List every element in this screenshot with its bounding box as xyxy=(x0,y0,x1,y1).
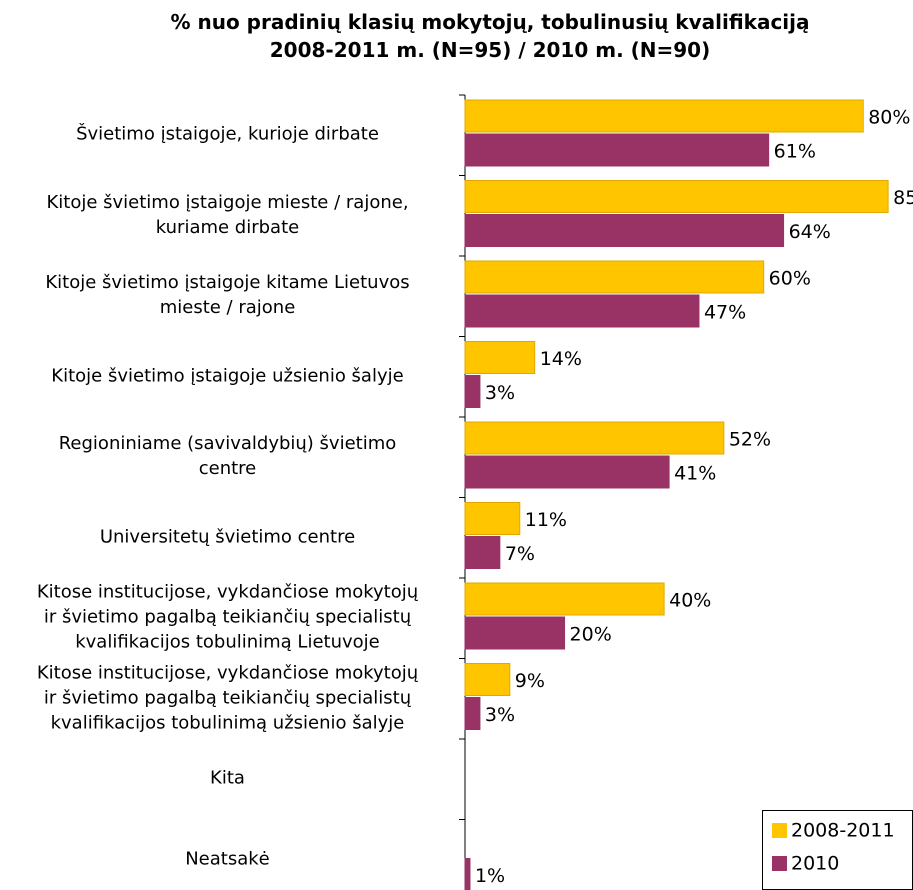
value-label: 80% xyxy=(868,107,910,129)
value-label: 20% xyxy=(570,624,612,646)
bar xyxy=(464,341,536,374)
value-label: 41% xyxy=(674,463,716,485)
legend-swatch xyxy=(772,823,787,838)
value-label: 60% xyxy=(769,268,811,290)
category-label: Kitoje švietimo įstaigoje kitame Lietuvo… xyxy=(45,272,410,318)
bar xyxy=(464,294,700,328)
value-label: 47% xyxy=(704,302,746,324)
category-label: Kitoje švietimo įstaigoje užsienio šalyj… xyxy=(51,365,404,386)
bar xyxy=(464,502,521,535)
bar xyxy=(464,375,481,408)
legend-label: 2010 xyxy=(791,853,839,875)
value-label: 64% xyxy=(789,221,831,243)
category-label: Kita xyxy=(210,767,245,789)
bar xyxy=(464,99,864,133)
category-label: Neatsakė xyxy=(185,848,270,869)
bar xyxy=(464,663,511,696)
value-label: 1% xyxy=(475,865,505,887)
value-label: 11% xyxy=(525,509,567,531)
category-label: Švietimo įstaigoje, kurioje dirbate xyxy=(76,123,379,145)
value-label: 3% xyxy=(485,704,515,726)
bar xyxy=(464,421,725,455)
bar xyxy=(464,180,889,213)
bar xyxy=(464,536,501,569)
value-label: 85% xyxy=(893,187,913,209)
bar xyxy=(464,616,566,650)
value-label: 52% xyxy=(729,429,771,451)
bar xyxy=(464,133,770,167)
value-label: 61% xyxy=(774,141,816,163)
category-label: Regioniniame (savivaldybių) švietimo cen… xyxy=(58,433,397,479)
category-label: Universitetų švietimo centre xyxy=(99,526,356,547)
value-label: 40% xyxy=(669,590,711,612)
bar xyxy=(464,455,670,489)
legend-box xyxy=(762,810,913,890)
category-label: Kitoje švietimo įstaigoje mieste / rajon… xyxy=(46,191,409,238)
value-label: 3% xyxy=(485,382,515,404)
bar xyxy=(464,260,765,294)
legend-label: 2008-2011 xyxy=(791,820,895,842)
bar xyxy=(464,214,785,247)
bar xyxy=(464,582,665,616)
value-label: 14% xyxy=(540,348,582,370)
value-label: 9% xyxy=(515,670,545,692)
category-label: Kitose institucijose, vykdančiose mokyto… xyxy=(36,581,419,653)
chart-title: % nuo pradinių klasių mokytojų, tobulinu… xyxy=(170,10,810,62)
value-label: 7% xyxy=(505,543,535,565)
category-label: Kitose institucijose, vykdančiose mokyto… xyxy=(36,662,419,733)
legend-swatch xyxy=(772,856,787,871)
bar xyxy=(464,697,481,730)
bar xyxy=(464,858,471,890)
